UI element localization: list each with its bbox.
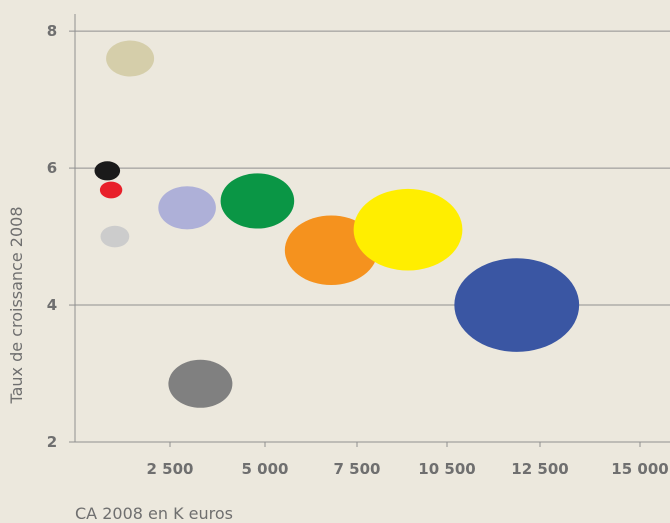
bubble-point-9: [353, 188, 463, 271]
bubble-point-2: [100, 225, 130, 248]
bubble-point-6: [94, 161, 121, 181]
x-tick-label: 15 000: [611, 460, 668, 478]
tick-labels: 2 4 6 8 2 500 5 000 7 500 10 500 12 500 15 000: [47, 22, 669, 478]
y-axis-title: Taux de croissance 2008: [7, 206, 26, 404]
bubble-point-10: [454, 258, 580, 352]
bubble-point-1: [168, 359, 233, 408]
y-tick-label: 4: [47, 296, 57, 314]
bubble-point-7: [220, 173, 295, 229]
x-tick-label: 12 500: [511, 460, 568, 478]
bubble-point-3: [158, 186, 216, 230]
bubbles: [94, 40, 580, 408]
bubble-point-5: [99, 181, 123, 199]
x-axis-title: CA 2008 en K euros: [75, 504, 233, 523]
bubble-point-4: [106, 40, 155, 77]
x-tick-label: 7 500: [334, 460, 381, 478]
y-tick-label: 6: [47, 159, 57, 177]
axes: [69, 14, 641, 447]
x-tick-label: 2 500: [147, 460, 194, 478]
x-tick-label: 5 000: [242, 460, 289, 478]
y-tick-label: 2: [47, 433, 57, 451]
x-tick-label: 10 500: [418, 460, 475, 478]
y-tick-label: 8: [47, 22, 57, 40]
